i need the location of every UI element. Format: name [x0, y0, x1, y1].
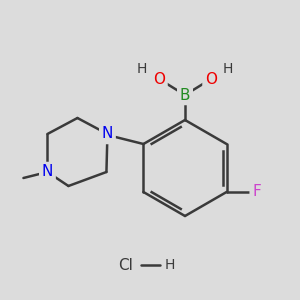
- Text: N: N: [42, 164, 53, 179]
- Text: Cl: Cl: [118, 257, 134, 272]
- Text: H: H: [165, 258, 175, 272]
- Text: O: O: [205, 71, 217, 86]
- Text: H: H: [223, 62, 233, 76]
- Text: B: B: [180, 88, 190, 103]
- Text: F: F: [252, 184, 261, 200]
- Text: O: O: [153, 71, 165, 86]
- Text: N: N: [102, 127, 113, 142]
- Text: H: H: [137, 62, 147, 76]
